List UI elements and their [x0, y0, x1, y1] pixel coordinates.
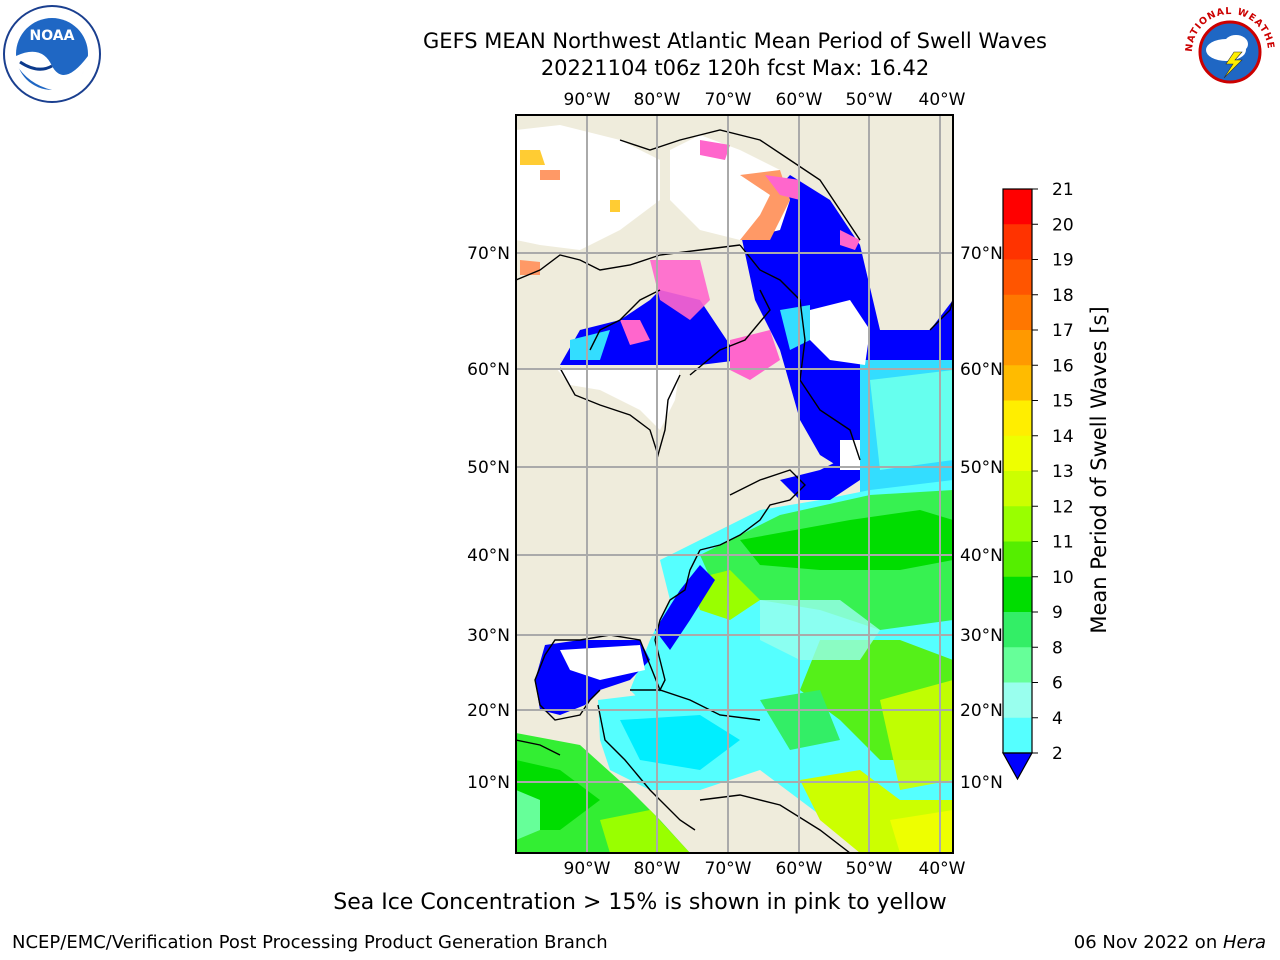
lat-right-label: 40°N: [960, 546, 1003, 566]
noaa-logo-text: NOAA: [30, 28, 75, 44]
lat-right-label: 60°N: [960, 360, 1003, 380]
lon-top-label: 40°W: [919, 90, 966, 110]
lon-top-label: 90°W: [564, 90, 611, 110]
colorbar-tick-label: 13: [1052, 462, 1074, 482]
colorbar-label: Mean Period of Swell Waves [s]: [1087, 306, 1111, 633]
lat-right-label: 70°N: [960, 244, 1003, 264]
colorbar-tick-label: 14: [1052, 427, 1074, 447]
colorbar-segment: [1003, 717, 1032, 754]
lon-bottom-label: 90°W: [564, 859, 611, 879]
colorbar-tick-label: 6: [1052, 674, 1063, 694]
lat-left-label: 50°N: [467, 458, 510, 478]
colorbar-tick-label: 19: [1052, 251, 1074, 271]
colorbar-segment: [1003, 506, 1032, 542]
lon-bottom-label: 80°W: [634, 859, 681, 879]
colorbar-segment: [1003, 435, 1032, 472]
colorbar-segment: [1003, 330, 1032, 366]
map-frame: [515, 114, 954, 854]
colorbar-segment: [1003, 471, 1032, 507]
colorbar-segment: [1003, 259, 1032, 296]
colorbar-segment: [1003, 365, 1032, 401]
lat-left-label: 20°N: [467, 701, 510, 721]
lat-right-label: 50°N: [960, 458, 1003, 478]
colorbar-segment: [1003, 189, 1032, 225]
chart-title: GEFS MEAN Northwest Atlantic Mean Period…: [423, 29, 1047, 53]
colorbar-tick-label: 2: [1052, 744, 1063, 764]
lon-bottom-label: 70°W: [705, 859, 752, 879]
colorbar-tick-label: 11: [1052, 533, 1074, 553]
colorbar: 21 20 19 18 17 16 15 14 13 12 11 10 9 8 6 4 2: [1001, 180, 1074, 781]
lon-bottom-label: 50°W: [846, 859, 893, 879]
lat-left-label: 10°N: [467, 773, 510, 793]
nws-logo-icon: NATIONAL WEATHER SERVICE: [1180, 2, 1278, 100]
colorbar-segment: [1003, 647, 1032, 683]
lon-top-label: 50°W: [846, 90, 893, 110]
colorbar-tick-label: 18: [1052, 286, 1074, 306]
chart-subtitle: 20221104 t06z 120h fcst Max: 16.42: [540, 56, 930, 80]
sea-ice-overlay: [520, 140, 860, 380]
colorbar-segment: [1003, 612, 1032, 648]
host-text: Hera: [1222, 932, 1266, 953]
colorbar-tick-label: 20: [1052, 215, 1074, 235]
lat-right-label: 30°N: [960, 626, 1003, 646]
colorbar-segment: [1003, 400, 1032, 437]
lon-bottom-label: 60°W: [776, 859, 823, 879]
colorbar-tick-label: 4: [1052, 709, 1063, 729]
map-gridlines: [516, 115, 953, 853]
colorbar-segment: [1003, 576, 1032, 613]
colorbar-tick-label: 17: [1052, 321, 1074, 341]
colorbar-tick-label: 8: [1052, 638, 1063, 658]
colorbar-tick-label: 9: [1052, 603, 1063, 623]
lat-left-label: 40°N: [467, 546, 510, 566]
colorbar-tick-label: 10: [1052, 568, 1074, 588]
colorbar-segment: [1003, 224, 1032, 260]
colorbar-segment: [1003, 294, 1032, 331]
lon-bottom-label: 40°W: [919, 859, 966, 879]
colorbar-extend-arrow: [1001, 752, 1034, 781]
colorbar-tick-label: 12: [1052, 497, 1074, 517]
colorbar-segment: [1003, 541, 1032, 578]
lat-right-label: 10°N: [960, 773, 1003, 793]
noaa-logo-icon: NOAA: [3, 5, 101, 103]
lat-right-label: 20°N: [960, 701, 1003, 721]
lon-top-label: 60°W: [776, 90, 823, 110]
lat-left-label: 60°N: [467, 360, 510, 380]
date-line: 06 Nov 2022 on Hera: [1074, 932, 1266, 953]
coastlines: [516, 129, 953, 853]
colorbar-tick-label: 15: [1052, 392, 1074, 412]
colorbar-segment: [1003, 682, 1032, 719]
sea-ice-note: Sea Ice Concentration > 15% is shown in …: [333, 890, 947, 915]
credit-line: NCEP/EMC/Verification Post Processing Pr…: [12, 932, 608, 953]
lat-left-label: 70°N: [467, 244, 510, 264]
lon-top-label: 70°W: [705, 90, 752, 110]
lon-top-label: 80°W: [634, 90, 681, 110]
colorbar-tick-label: 21: [1052, 180, 1074, 200]
colorbar-tick-label: 16: [1052, 356, 1074, 376]
lat-left-label: 30°N: [467, 626, 510, 646]
date-text: 06 Nov 2022 on: [1073, 932, 1223, 953]
